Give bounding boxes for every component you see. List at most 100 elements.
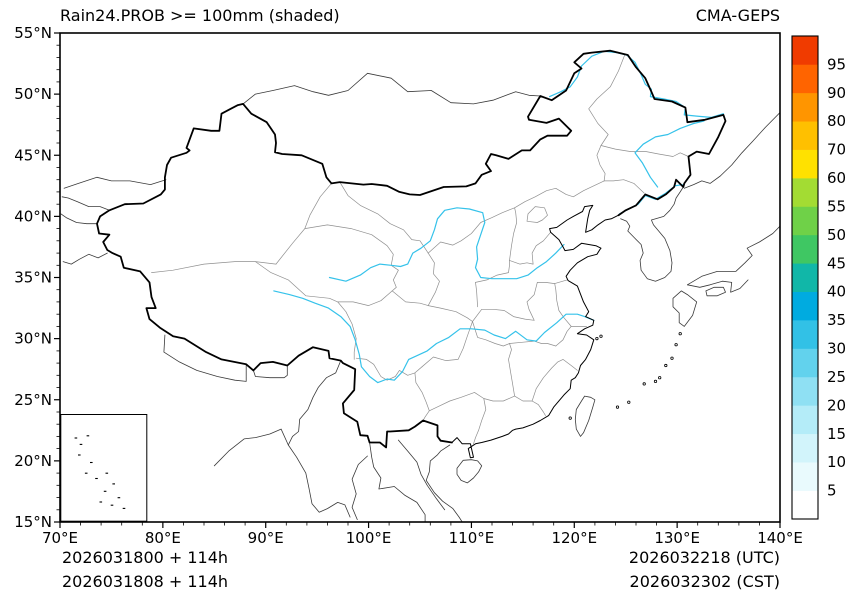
- colorbar-label: 55: [827, 198, 846, 216]
- province-border-line: [600, 145, 689, 157]
- china-coast-line: [451, 204, 619, 459]
- foreign-border-line: [163, 334, 247, 382]
- foreign-border-line: [242, 72, 541, 105]
- province-border-line: [355, 357, 423, 381]
- province-border-line: [151, 261, 277, 273]
- small-islands: [568, 332, 682, 420]
- island-dot: [568, 416, 572, 420]
- province-border-line: [275, 183, 332, 265]
- colorbar-segment: [792, 348, 818, 378]
- province-border-line: [337, 290, 393, 306]
- foreign-border-line: [62, 252, 108, 265]
- x-tick-label: 120°E: [551, 529, 597, 547]
- province-border-line: [304, 224, 399, 292]
- foreign-border-line: [253, 365, 288, 379]
- province-border-line: [337, 301, 357, 360]
- province-border-line: [588, 54, 626, 146]
- island-dot: [678, 332, 682, 336]
- island-dot: [658, 376, 662, 380]
- x-tick-label: 110°E: [449, 529, 495, 547]
- x-tick-label: 140°E: [757, 529, 803, 547]
- x-axis-tick-labels: 70°E 80°E 90°E 100°E 110°E 120°E 130°E 140°E: [42, 529, 803, 547]
- foreign-border-line: [574, 395, 596, 437]
- island-dot: [595, 336, 599, 341]
- island-dot: [664, 363, 668, 368]
- colorbar-segment: [792, 149, 818, 179]
- axis-ticks: [54, 32, 781, 528]
- province-border-line: [428, 392, 546, 416]
- y-tick-label: 40°N: [14, 207, 52, 225]
- colorbar-segment: [792, 36, 818, 65]
- island-dot: [653, 379, 658, 383]
- foreign-border-line: [63, 176, 167, 189]
- colorbar-outline: [791, 35, 819, 520]
- china-national-border: [96, 49, 727, 449]
- colorbar-label: 35: [827, 311, 846, 329]
- province-border-line: [475, 282, 478, 308]
- province-border-line: [414, 372, 430, 421]
- province-border-line: [536, 282, 556, 284]
- colorbar-label: 60: [827, 169, 846, 187]
- colorbar-segment: [792, 206, 818, 236]
- colorbar-segment: [792, 121, 818, 150]
- y-tick-label: 50°N: [14, 85, 52, 103]
- foreign-border-line: [425, 444, 463, 522]
- y-tick-label: 30°N: [14, 330, 52, 348]
- foreign-border-line: [287, 360, 342, 446]
- river-line: [634, 120, 705, 188]
- chart-title: Rain24.PROB >= 100mm (shaded): [60, 6, 340, 25]
- frame-rect: [59, 32, 781, 523]
- china-coastline: [451, 204, 619, 459]
- colorbar-label: 15: [827, 425, 846, 443]
- river-line: [273, 290, 595, 384]
- province-border-line: [531, 231, 551, 265]
- colorbar-segment: [792, 405, 818, 435]
- colorbar-segment: [792, 291, 818, 321]
- valid-time-utc: 2026032218 (UTC): [628, 548, 780, 567]
- foreign-border-line: [60, 213, 98, 225]
- x-tick-label: 130°E: [654, 529, 700, 547]
- china-border-line: [96, 49, 727, 449]
- init-time-cst: 2026031808 + 114h: [62, 572, 229, 591]
- province-border-line: [554, 279, 568, 284]
- province-border-line: [472, 308, 535, 322]
- province-border-line: [391, 290, 429, 306]
- foreign-border-line: [369, 442, 426, 522]
- y-tick-label: 55°N: [14, 24, 52, 42]
- colorbar-label: 25: [827, 368, 846, 386]
- foreign-border-line: [705, 286, 726, 297]
- province-border-line: [473, 398, 487, 445]
- foreign-border-line: [620, 186, 684, 282]
- init-time-utc: 2026031800 + 114h: [62, 548, 229, 567]
- foreign-border-line: [683, 112, 780, 189]
- x-tick-label: 90°E: [248, 529, 284, 547]
- province-border-line: [255, 261, 339, 303]
- province-border-line: [509, 260, 534, 265]
- x-tick-label: 70°E: [42, 529, 78, 547]
- province-border-line: [509, 207, 518, 261]
- foreign-border-line: [672, 290, 698, 327]
- south-china-sea-inset: [60, 414, 148, 522]
- colorbar-label: 95: [827, 55, 846, 73]
- y-tick-label: 45°N: [14, 146, 52, 164]
- colorbar-label: 20: [827, 396, 846, 414]
- y-tick-label: 20°N: [14, 452, 52, 470]
- colorbar-segment: [792, 92, 818, 122]
- colorbar-label: 5: [827, 482, 837, 500]
- foreign-border-line: [351, 455, 368, 520]
- colorbar-label: 90: [827, 84, 846, 102]
- province-border-line: [555, 326, 587, 347]
- colorbar-segment: [792, 320, 818, 349]
- province-border-line: [508, 343, 515, 397]
- province-border-line: [514, 179, 645, 209]
- island-dot: [615, 405, 620, 409]
- inset-frame: [60, 414, 148, 522]
- y-tick-label: 35°N: [14, 269, 52, 287]
- colorbar-segment: [792, 490, 818, 520]
- x-tick-label: 80°E: [145, 529, 181, 547]
- plot-frame: [59, 32, 781, 523]
- y-tick-label: 15°N: [14, 513, 52, 531]
- valid-time-cst: 2026032302 (CST): [629, 572, 780, 591]
- colorbar-segment: [792, 178, 818, 207]
